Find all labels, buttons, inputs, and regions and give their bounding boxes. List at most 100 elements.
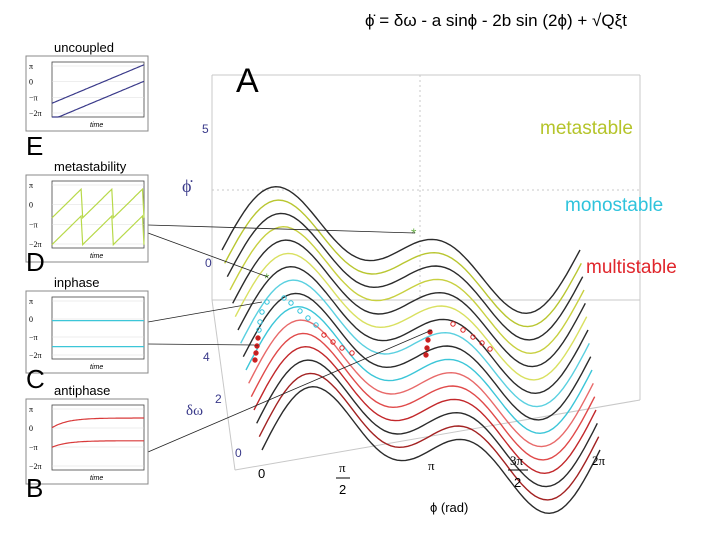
mini-plot-xlabel: time: [90, 122, 103, 129]
panel-letter-a: A: [236, 62, 259, 100]
x-tick-0: 0: [258, 466, 265, 481]
dw-tick-2: 2: [215, 392, 222, 406]
potential-curve: [221, 185, 581, 315]
mini-plot-antiphase: antiphase π 0 −π −2π time: [25, 383, 149, 485]
fixed-point-marker: [288, 300, 294, 306]
potential-curve: [253, 345, 597, 475]
mini-plot-trace: [51, 64, 145, 104]
mini-plot-metastability: metastability π 0 −π −2π time: [25, 159, 149, 263]
mini-plot-ytick: −2π: [29, 462, 42, 471]
potential-curve: [248, 319, 594, 448]
potential-curve: [245, 305, 593, 435]
potential-curve: [226, 212, 584, 341]
svg-text:2: 2: [339, 482, 346, 497]
svg-text:3π: 3π: [510, 453, 524, 468]
fixed-point-marker: [253, 350, 259, 356]
potential-curve: [261, 385, 601, 515]
potential-curve: [250, 332, 596, 461]
regime-monostable: monostable: [565, 195, 663, 216]
mini-plot-trace: [52, 80, 145, 118]
potential-curve: [234, 252, 588, 381]
dw-tick-0: 0: [235, 446, 242, 460]
fixed-point-marker: [264, 299, 270, 305]
fixed-point-marker: [487, 346, 493, 352]
mini-plot-ytick: −π: [29, 443, 38, 452]
potential-curve: [229, 225, 585, 355]
mini-plot-title: antiphase: [54, 383, 110, 398]
mini-plot-ytick: π: [29, 181, 33, 190]
fixed-point-marker: [254, 343, 260, 349]
fixed-point-star: *: [264, 270, 270, 286]
fixed-point-marker: [330, 339, 336, 345]
x-tick-2pi: 2π: [592, 453, 606, 468]
mini-plot-ytick: 0: [29, 78, 33, 87]
potential-curve: [240, 279, 590, 408]
fixed-point-marker: [425, 337, 431, 343]
regime-multistable: multistable: [586, 257, 677, 278]
mini-plot-ytick: 0: [29, 424, 33, 433]
mini-plot-ytick: π: [29, 405, 33, 414]
fixed-point-marker: [255, 335, 261, 341]
fixed-points: **: [252, 225, 493, 363]
dw-axis-label: δω: [186, 403, 203, 419]
panel-letter-c: C: [26, 364, 45, 394]
fixed-point-marker: [321, 332, 327, 338]
x-tick-pi-half: π 2: [336, 460, 350, 497]
mini-plot-xlabel: time: [90, 253, 103, 260]
svg-text:π: π: [339, 460, 346, 475]
mini-plot-ytick: −2π: [29, 109, 42, 118]
mini-plot-ytick: −2π: [29, 240, 42, 249]
connector-lines: [147, 224, 433, 453]
fixed-point-marker: [313, 322, 319, 328]
potential-curve: [258, 372, 600, 501]
mini-plot-ytick: 0: [29, 315, 33, 324]
potential-curve: [224, 199, 582, 328]
equation: ϕ̇ = δω - a sinϕ - 2b sin (2ϕ) + √Qξt: [365, 11, 627, 30]
potential-curves: [221, 185, 601, 515]
mini-plot-xlabel: time: [90, 364, 103, 371]
fixed-point-marker: [305, 315, 311, 321]
mini-plot-trace: [51, 187, 145, 220]
fixed-point-marker: [281, 295, 287, 301]
panel-letter-d: D: [26, 247, 45, 277]
mini-plot-title: metastability: [54, 159, 127, 174]
fixed-point-marker: [297, 308, 303, 314]
mini-plot-inphase: inphase π 0 −π −2π time: [25, 275, 149, 374]
mini-plot-trace: [51, 214, 145, 247]
fixed-point-marker: [252, 357, 258, 363]
mini-plot-ytick: −π: [29, 333, 38, 342]
x-axis-label: ϕ (rad): [430, 500, 468, 515]
mini-plot-uncoupled: uncoupled π 0 −π −2π time: [25, 40, 149, 132]
fixed-point-marker: [339, 345, 345, 351]
potential-curve: [256, 359, 598, 488]
phidot-tick-0: 0: [205, 256, 212, 270]
regime-metastable: metastable: [540, 118, 633, 139]
x-tick-3pi-half: 3π 2: [508, 453, 528, 490]
mini-plot-ytick: −2π: [29, 351, 42, 360]
fixed-point-marker: [349, 350, 355, 356]
x-tick-pi: π: [428, 458, 435, 473]
panel-letter-e: E: [26, 131, 43, 161]
mini-plot-ytick: 0: [29, 201, 33, 210]
mini-plot-ytick: π: [29, 297, 33, 306]
potential-curve: [237, 265, 589, 395]
potential-curve: [242, 292, 592, 421]
mini-plots: uncoupled π 0 −π −2π time metastability π 0 −π −2π…: [25, 40, 149, 485]
dw-tick-4: 4: [203, 350, 210, 364]
fixed-point-marker: [423, 352, 429, 358]
fixed-point-marker: [257, 319, 263, 325]
mini-plot-title: inphase: [54, 275, 100, 290]
mini-plot-ytick: −π: [29, 93, 38, 102]
fixed-point-marker: [479, 340, 485, 346]
mini-plot-trace: [51, 417, 144, 429]
fixed-point-marker: [450, 321, 456, 327]
mini-plot-title: uncoupled: [54, 40, 114, 55]
fixed-point-marker: [259, 309, 265, 315]
fixed-point-marker: [256, 327, 262, 333]
mini-plot-ytick: −π: [29, 220, 38, 229]
fixed-point-marker: [424, 345, 430, 351]
svg-text:2: 2: [514, 475, 521, 490]
mini-plot-xlabel: time: [90, 475, 103, 482]
phidot-tick-5: 5: [202, 122, 209, 136]
panel-letter-b: B: [26, 473, 43, 503]
